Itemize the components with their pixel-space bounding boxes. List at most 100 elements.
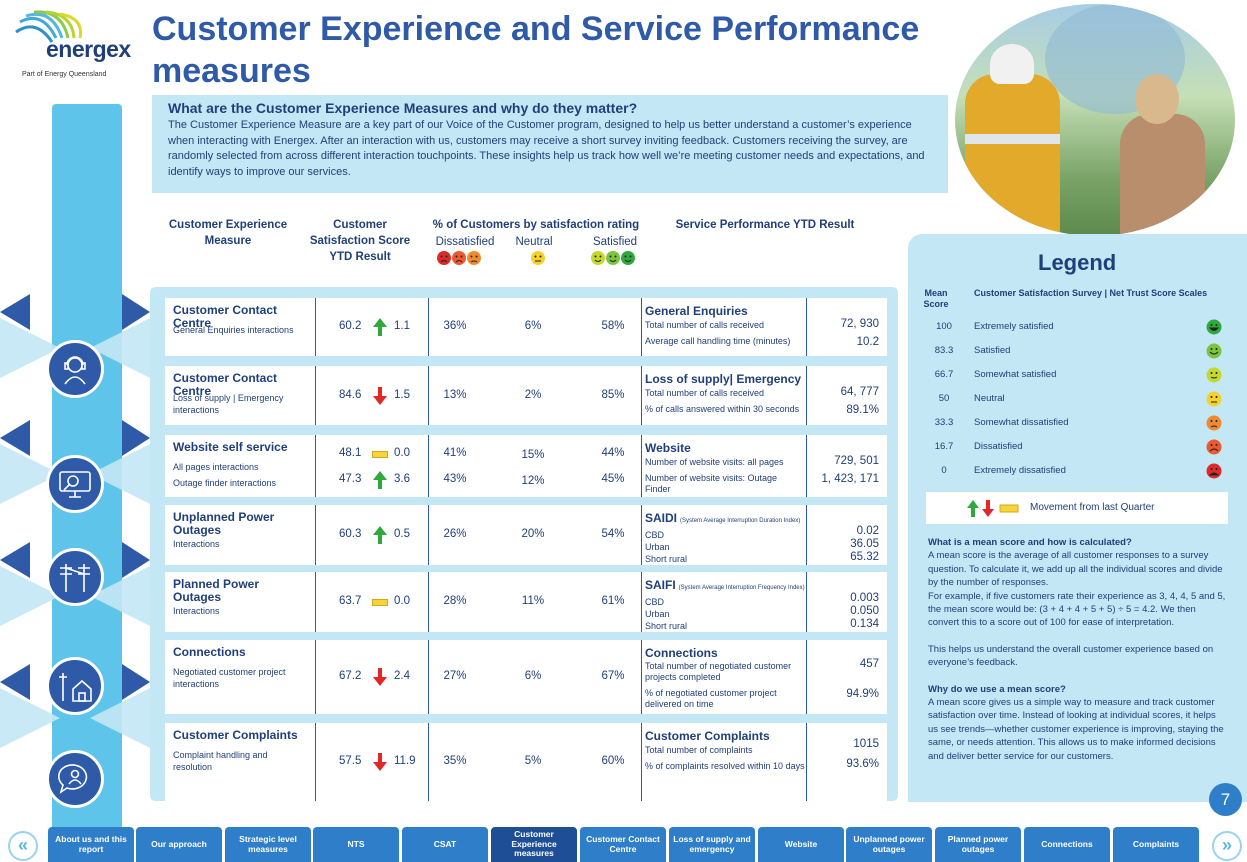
legend-label: Satisfied <box>974 345 1011 356</box>
nav-tab[interactable]: Planned power outages <box>935 827 1021 862</box>
complaint-person-icon <box>46 750 104 808</box>
nav-tab[interactable]: Strategic level measures <box>225 827 311 862</box>
pct-satisfied: 60% <box>601 755 625 767</box>
nav-tab[interactable]: Loss of supply and emergency <box>669 827 755 862</box>
service-metric-label: Short rural <box>645 554 688 564</box>
up-arrow-icon <box>373 471 387 489</box>
page-number: 7 <box>1209 783 1242 816</box>
legend-row: 16.7 Dissatisfied <box>908 437 1228 457</box>
pct-neutral: 11% <box>521 595 545 607</box>
very-happy-face-icon <box>1206 319 1222 335</box>
satisfaction-score: 47.3 <box>339 473 362 485</box>
house-power-icon <box>46 657 104 715</box>
legend-title: Legend <box>1038 250 1117 275</box>
nav-tab[interactable]: Customer Experience measures <box>491 827 577 862</box>
row-title: Customer Contact Centre <box>173 371 278 398</box>
service-measure-title: Website <box>645 441 691 455</box>
service-metric-label: % of calls answered within 30 seconds <box>645 404 800 414</box>
row-title: Planned Power Outages <box>173 577 260 604</box>
col-neutral-header: Neutral <box>515 236 553 248</box>
service-metric-label: Number of website visits: all pages <box>645 457 784 467</box>
pct-neutral: 2% <box>524 388 542 401</box>
satisfaction-score: 48.1 <box>339 447 362 459</box>
column-divider <box>428 505 429 565</box>
service-metric-label: CBD <box>645 530 665 540</box>
satisfaction-score: 67.2 <box>339 670 362 682</box>
row-title: Connections <box>173 645 246 659</box>
service-metric-label: % of complaints resolved within 10 days <box>645 761 805 771</box>
legend-label: Somewhat satisfied <box>974 369 1057 380</box>
column-divider <box>641 723 642 801</box>
prev-page-icon[interactable]: « <box>8 831 38 861</box>
service-metric-value: 64, 777 <box>840 386 879 398</box>
service-metric-value: 457 <box>859 658 879 670</box>
row-subtitle: General Enquiries interactions <box>173 325 294 335</box>
pct-dissatisfied: 43% <box>443 473 467 485</box>
pct-satisfied: 58% <box>601 320 625 332</box>
legend-row: 0 Extremely dissatisfied <box>908 461 1228 481</box>
service-measure-title: Connections <box>645 646 718 660</box>
satisfied-faces-icon <box>591 251 635 265</box>
nav-tab[interactable]: Unplanned power outages <box>846 827 932 862</box>
column-divider <box>428 640 429 714</box>
nav-tab[interactable]: About us and this report <box>48 827 134 862</box>
score-change: 3.6 <box>394 473 410 485</box>
pct-neutral: 12% <box>521 475 545 487</box>
row-title: Customer Complaints <box>173 728 298 742</box>
column-divider <box>806 435 807 497</box>
next-page-icon[interactable]: » <box>1212 831 1242 861</box>
q1-heading: What is a mean score and how is calculat… <box>928 537 1132 548</box>
service-metric-label: CBD <box>645 597 665 607</box>
column-divider <box>315 366 316 425</box>
legend-score: 16.7 <box>934 441 954 452</box>
column-divider <box>641 298 642 356</box>
satisfaction-score: 84.6 <box>339 388 362 401</box>
legend-label: Extremely dissatisfied <box>974 465 1066 476</box>
score-change: 0.0 <box>394 447 410 459</box>
legend-label: Somewhat dissatisfied <box>974 417 1069 428</box>
row-subtitle: Interactions <box>173 606 220 616</box>
pct-dissatisfied: 13% <box>443 388 467 401</box>
nav-tab[interactable]: Customer Contact Centre <box>580 827 666 862</box>
intro-heading: What are the Customer Experience Measure… <box>168 100 638 116</box>
column-divider <box>428 435 429 497</box>
no-change-bar-icon <box>372 599 388 606</box>
pct-satisfied: 54% <box>601 528 625 540</box>
service-title-text: General Enquiries <box>645 304 748 318</box>
computer-search-icon <box>46 455 104 513</box>
satisfaction-score: 60.2 <box>339 320 362 332</box>
legend-row: 50 Neutral <box>908 389 1228 409</box>
service-metric-value: 0.050 <box>850 605 879 617</box>
pct-dissatisfied: 41% <box>443 447 467 459</box>
service-metric-value: 65.32 <box>850 551 879 563</box>
column-divider <box>315 572 316 632</box>
service-metric-label: Urban <box>645 609 670 619</box>
column-divider <box>315 298 316 356</box>
pct-neutral: 15% <box>521 449 545 461</box>
table-row: Planned Power Outages Interactions 63.7 0.0… <box>165 572 887 632</box>
down-arrow-icon <box>373 386 387 405</box>
nav-tab[interactable]: Our approach <box>136 827 222 862</box>
row-subtitle: Outage finder interactions <box>173 478 277 488</box>
column-divider <box>315 723 316 801</box>
nav-tab[interactable]: Connections <box>1024 827 1110 862</box>
pct-dissatisfied: 28% <box>443 595 467 607</box>
row-subtitle: Negotiated customer project interactions <box>173 667 286 689</box>
col-score-header: Customer Satisfaction Score YTD Result <box>309 219 411 263</box>
col-service-header: Service Performance YTD Result <box>675 219 855 231</box>
happy-face-icon <box>1206 343 1222 359</box>
column-divider <box>806 723 807 801</box>
pct-neutral: 20% <box>521 528 545 540</box>
nav-tab[interactable]: CSAT <box>402 827 488 862</box>
pct-satisfied: 45% <box>601 473 625 485</box>
service-metric-value: 0.02 <box>856 525 879 537</box>
service-metric-value: 0.003 <box>850 592 879 604</box>
nav-tab[interactable]: Complaints <box>1113 827 1199 862</box>
nav-tab[interactable]: Website <box>758 827 844 862</box>
nav-tab[interactable]: NTS <box>313 827 399 862</box>
pct-satisfied: 44% <box>601 447 625 459</box>
service-title-text: Customer Complaints <box>645 729 770 743</box>
neutral-face-icon <box>1206 391 1222 407</box>
column-divider <box>315 505 316 565</box>
column-divider <box>428 723 429 801</box>
